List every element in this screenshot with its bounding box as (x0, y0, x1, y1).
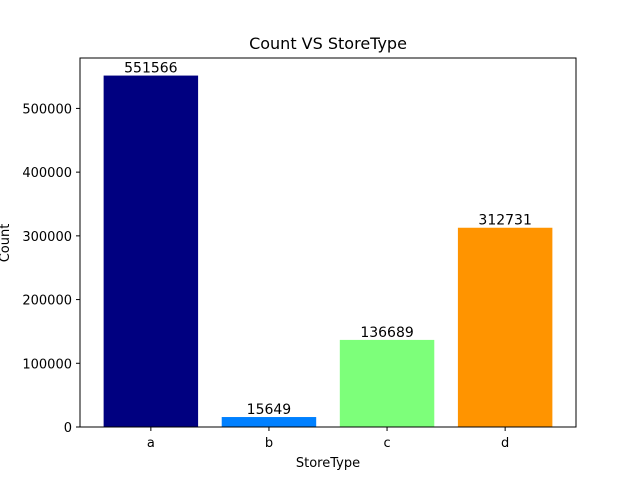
data-label-d: 312731 (478, 213, 531, 229)
bars-layer (103, 75, 553, 428)
y-tick-label-1: 100000 (22, 357, 72, 372)
x-axis-label: StoreType (296, 456, 360, 471)
x-tick-label-c: c (383, 436, 390, 451)
y-tick-label-4: 400000 (22, 166, 72, 181)
y-tick-label-5: 500000 (22, 102, 72, 117)
y-axis-label: Count (0, 224, 13, 263)
bar-c (339, 339, 435, 427)
y-tick-label-3: 300000 (22, 230, 72, 245)
bar-b (221, 417, 317, 427)
plot-area-frame (79, 57, 577, 428)
data-label-a: 551566 (124, 61, 178, 77)
data-labels-layer: 551566 15649 136689 312731 (124, 61, 532, 418)
chart-title: Count VS StoreType (249, 34, 407, 53)
bar-a (103, 75, 199, 428)
y-tick-label-2: 200000 (22, 294, 72, 309)
x-tick-label-a: a (147, 436, 155, 451)
x-tick-label-d: d (501, 436, 509, 451)
x-axis-ticks: a b c d (147, 427, 509, 451)
bar-d (457, 227, 553, 427)
x-tick-label-b: b (265, 436, 273, 451)
y-tick-label-0: 0 (64, 421, 72, 436)
y-axis-ticks: 0 100000 200000 300000 400000 500000 (22, 102, 80, 436)
data-label-b: 15649 (247, 402, 292, 418)
data-label-c: 136689 (360, 325, 413, 341)
